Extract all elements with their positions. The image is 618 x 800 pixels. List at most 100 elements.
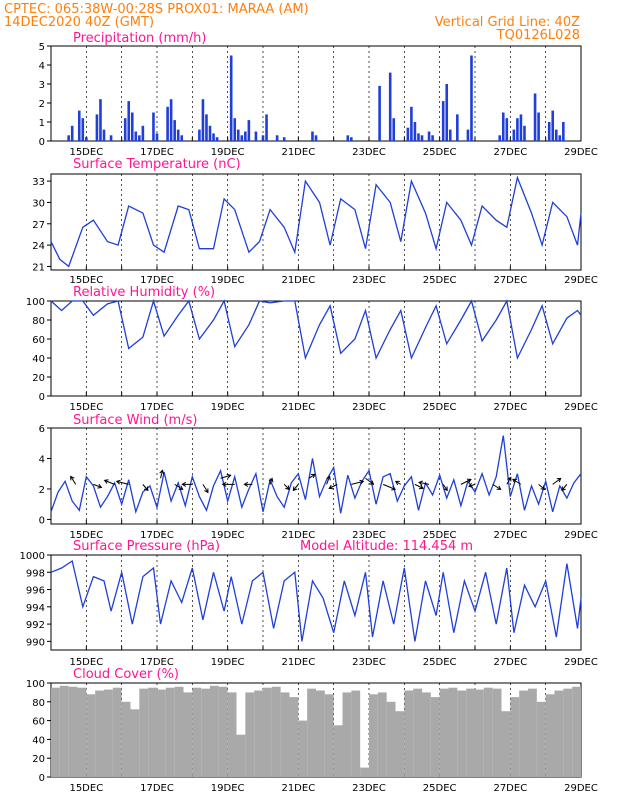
precip-bar xyxy=(67,135,70,141)
x-tick-label: 15DEC xyxy=(69,783,103,794)
y-tick-label: 80 xyxy=(32,698,45,709)
wind-arrow-head xyxy=(418,484,424,490)
precip-bar xyxy=(441,101,445,141)
wind-arrow-head xyxy=(70,475,75,481)
cloud-bar xyxy=(289,697,299,777)
y-tick-label: 30 xyxy=(32,198,45,209)
precip-bar xyxy=(229,55,233,141)
panel-wind: Surface Wind (m/s) 15DEC 17DEC 19DEC 21DEC 23… xyxy=(39,413,598,541)
y-tick-label: 992 xyxy=(26,620,45,631)
wind-arrow-head xyxy=(285,485,290,491)
precip-bar xyxy=(166,106,169,141)
y-tick-label: 100 xyxy=(26,679,45,690)
wind-arrow-head xyxy=(204,488,209,494)
cloud-bar xyxy=(324,694,334,777)
y-tick-label: 3 xyxy=(39,80,45,91)
cloud-bar xyxy=(271,686,281,777)
wind-arrow xyxy=(552,477,562,485)
precip-bar xyxy=(498,135,502,141)
wind-arrow-head xyxy=(143,486,149,492)
panel-precip: Precipitation (mm/h) 15DEC 17DEC 19DEC 21DEC… xyxy=(39,31,598,158)
wind-arrow-head xyxy=(391,485,396,491)
x-tick-label: 25DEC xyxy=(423,402,457,413)
cloud-bar xyxy=(554,690,564,777)
wind-arrow-head xyxy=(561,486,566,492)
wind-arrow xyxy=(365,477,374,485)
precip-bar xyxy=(180,135,184,141)
x-tick-label: 25DEC xyxy=(423,657,457,668)
precip-bar xyxy=(470,55,473,141)
wind-arrow-head xyxy=(540,485,546,491)
x-tick-label: 19DEC xyxy=(211,147,245,158)
wind-arrow-head xyxy=(496,485,502,490)
precip-bar xyxy=(547,122,551,141)
wind-arrow-head xyxy=(512,478,517,484)
x-tick-label: 23DEC xyxy=(352,530,386,541)
wind-arrow-head xyxy=(326,475,331,481)
cloud-bar xyxy=(68,686,78,777)
precip-bar xyxy=(413,122,417,141)
cloud-bar xyxy=(333,725,343,777)
precip-bar xyxy=(448,129,452,141)
cloud-bar xyxy=(351,690,361,777)
precip-bar xyxy=(516,118,519,141)
precip-bar xyxy=(240,135,244,141)
cloud-bar xyxy=(165,687,175,777)
cloud-bar xyxy=(483,687,493,777)
wind-arrow-head xyxy=(369,480,375,485)
precip-bar xyxy=(95,114,99,141)
precip-bar xyxy=(169,99,173,141)
y-tick-label: 2 xyxy=(39,485,45,496)
cloud-bar xyxy=(307,688,316,777)
x-tick-label: 17DEC xyxy=(140,783,174,794)
precip-bar xyxy=(275,135,279,141)
precip-bar xyxy=(378,85,381,141)
y-tick-label: 0 xyxy=(39,137,45,148)
y-tick-label: 4 xyxy=(39,61,45,72)
cloud-bar xyxy=(201,688,210,777)
wind-arrow xyxy=(292,484,299,491)
x-tick-label: 17DEC xyxy=(140,657,174,668)
y-tick-label: 998 xyxy=(26,568,45,579)
panel-title: Surface Pressure (hPa) xyxy=(73,539,220,554)
x-tick-label: 17DEC xyxy=(140,530,174,541)
wind-arrow-head xyxy=(243,481,249,487)
y-tick-label: 2 xyxy=(39,99,45,110)
cloud-bar xyxy=(298,720,308,777)
y-tick-label: 6 xyxy=(39,424,45,435)
wind-arrow-head xyxy=(159,469,165,475)
cloud-bar xyxy=(386,701,396,777)
x-tick-label: 27DEC xyxy=(493,530,527,541)
precip-bar xyxy=(244,131,247,141)
cloud-bar xyxy=(510,697,520,777)
cloud-bar xyxy=(528,688,537,777)
precip-bar xyxy=(130,112,134,141)
cloud-bar xyxy=(77,687,87,777)
x-tick-label: 21DEC xyxy=(281,530,315,541)
cloud-bar xyxy=(51,687,60,777)
x-tick-label: 15DEC xyxy=(69,275,103,286)
x-tick-label: 29DEC xyxy=(564,657,598,668)
x-tick-label: 27DEC xyxy=(493,147,527,158)
wind-arrow xyxy=(538,483,545,490)
precip-bar xyxy=(201,99,205,141)
precip-bar xyxy=(512,129,516,141)
cloud-bar xyxy=(342,692,352,777)
y-tick-label: 20 xyxy=(32,754,45,765)
cloud-bar xyxy=(369,694,378,777)
wind-arrow xyxy=(104,479,115,485)
header-date: 14DEC2020 40Z (GMT) xyxy=(4,15,154,30)
x-tick-label: 29DEC xyxy=(564,530,598,541)
cloud-bar xyxy=(210,685,219,777)
cloud-bar xyxy=(183,692,193,777)
wind-arrow xyxy=(442,484,448,491)
precip-bar xyxy=(311,131,314,141)
y-tick-label: 0 xyxy=(39,773,45,784)
precip-bar xyxy=(265,114,268,141)
y-tick-label: 0 xyxy=(39,515,45,526)
cloud-bar xyxy=(280,692,290,777)
panel-title: Surface Wind (m/s) xyxy=(73,413,197,428)
cloud-bar xyxy=(218,686,228,777)
panel-title: Precipitation (mm/h) xyxy=(73,31,206,46)
wind-arrow-head xyxy=(226,473,232,479)
